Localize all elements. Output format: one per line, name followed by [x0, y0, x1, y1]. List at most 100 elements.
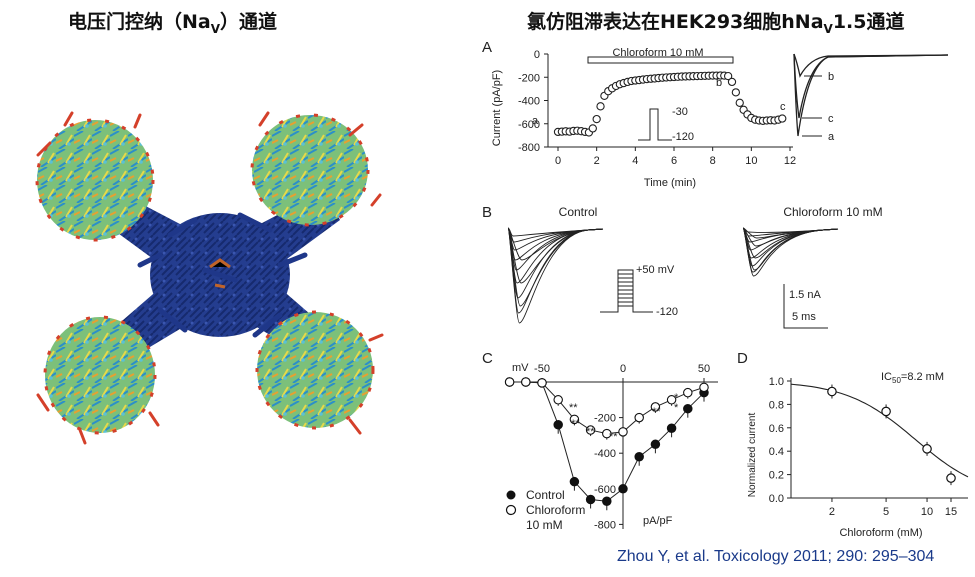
panel-a-points: [553, 71, 787, 137]
current-trace: [742, 227, 839, 239]
panel-a-yticks: 0 -200 -400 -600 -800: [518, 49, 548, 154]
panel-c-ytick-label: -400: [594, 448, 616, 460]
point-label-a: a: [532, 115, 539, 127]
trace-c: [793, 53, 949, 119]
chloroform-current-traces: [742, 227, 839, 277]
panel-a-xtick-label: 10: [745, 155, 757, 167]
panel-a-xtick-label: 6: [671, 155, 677, 167]
panel-d-yticks: 1.0 0.8 0.6 0.4 0.2 0.0: [769, 376, 791, 505]
dose-response-point: [946, 473, 956, 483]
outer-red-sticks: [36, 111, 384, 445]
panel-c-x-unit: mV: [512, 362, 529, 374]
scale-bar: [783, 284, 828, 329]
dose-response-point: [922, 444, 932, 454]
ic50-value: =8.2 mM: [901, 371, 944, 383]
control-label: Control: [559, 205, 598, 219]
current-trace: [507, 227, 604, 284]
trace-label-b: b: [828, 71, 834, 83]
chloroform-data-point: [666, 395, 677, 405]
panel-a-xtick-label: 4: [632, 155, 638, 167]
control-data-point: [602, 496, 612, 507]
significance-mark: *: [674, 402, 679, 414]
panel-a-xtick-label: 8: [710, 155, 716, 167]
panel-a-data-point: [778, 114, 787, 123]
trace-label-a: a: [828, 131, 835, 143]
domain-iv: [255, 310, 375, 430]
panel-c-yticks: -200 -400 -600 -800: [594, 413, 623, 531]
panel-d-ytick-label: 0.4: [769, 446, 784, 458]
control-data-point: [650, 439, 661, 450]
panel-a-ytick-label: -400: [518, 96, 540, 108]
current-trace: [742, 227, 839, 271]
panel-c-xtick-label: 0: [620, 363, 626, 375]
panel-a-letter: A: [482, 39, 492, 56]
chloroform-data-point: [537, 378, 547, 388]
panel-c-letter: C: [482, 350, 493, 367]
significance-mark: **: [586, 426, 595, 438]
control-data-point: [666, 423, 677, 434]
protocol-label-minus120-b: -120: [656, 306, 678, 318]
control-data-point: [683, 403, 693, 414]
right-title-suffix: 1.5通道: [832, 11, 905, 33]
panel-a-xtick-label: 12: [784, 155, 796, 167]
panel-d-ylabel: Normalized current: [747, 413, 758, 498]
panel-d-xlabel: Chloroform (mM): [839, 527, 922, 539]
panel-c-xtick-label: -50: [534, 363, 550, 375]
panel-a-ylabel: Current (pA/pF): [491, 70, 503, 146]
panel-c: C mV -50 0 50 -200 -400 -600 -800 pA/pF ** **…: [478, 343, 728, 548]
legend-control-label: Control: [526, 488, 565, 502]
protocol-label-minus30: -30: [672, 106, 688, 118]
panel-a-data-point: [723, 71, 733, 81]
panel-d-ytick-label: 0.2: [769, 470, 784, 482]
current-trace: [507, 227, 604, 261]
chloroform-bar-label: Chloroform 10 mM: [612, 47, 703, 59]
scale-current-label: 1.5 nA: [789, 289, 821, 301]
legend-chloroform-conc: 10 mM: [526, 518, 563, 532]
panel-b-letter: B: [482, 204, 492, 221]
panel-d-letter: D: [737, 350, 748, 367]
core-sticks: [137, 212, 308, 338]
current-trace: [742, 227, 839, 259]
chloroform-data-point: [650, 402, 661, 412]
control-current-traces: [507, 227, 604, 324]
significance-mark: **: [569, 402, 578, 414]
current-trace: [742, 227, 839, 247]
panel-a-data-point: [592, 114, 601, 124]
ic50-prefix: IC: [881, 371, 892, 383]
panel-b: B Control Chloroform 10 mM +50 mV -120 1…: [478, 200, 968, 340]
trace-a: [793, 53, 949, 137]
panel-b-voltage-protocol: [600, 269, 653, 313]
panel-a-current-traces: [793, 53, 949, 137]
pore-residues: [209, 258, 231, 289]
right-title-subscript: V: [823, 21, 833, 36]
chloroform-data-point: [699, 382, 709, 393]
panel-c-y-unit: pA/pF: [643, 515, 673, 527]
panel-a-ytick-label: -600: [518, 119, 540, 131]
chloroform-data-point: [585, 425, 596, 435]
left-title-suffix: ）通道: [220, 11, 278, 33]
panel-a-data-point: [596, 102, 605, 111]
panel-c-ytick-label: -200: [594, 413, 616, 425]
significance-mark: **: [571, 418, 580, 430]
current-trace: [507, 227, 604, 251]
panel-a-data-point: [735, 98, 744, 107]
chloroform-data-point: [569, 414, 580, 425]
panel-a-xticks: 0 2 4 6 8 10 12: [555, 147, 796, 167]
chloroform-label: Chloroform 10 mM: [783, 205, 882, 219]
trace-b: [793, 53, 949, 78]
panel-a-data-point: [727, 77, 737, 87]
panel-d-xtick-label: 5: [883, 506, 889, 518]
panel-d-xtick-label: 15: [945, 506, 957, 518]
chloroform-data-point: [553, 395, 563, 405]
dose-response-point: [827, 386, 837, 397]
significance-mark: **: [609, 431, 618, 443]
panel-a-voltage-protocol: [638, 108, 672, 141]
control-data-point: [585, 494, 596, 505]
point-label-c: c: [780, 101, 786, 113]
panel-c-iv-curves: [504, 377, 709, 511]
panel-c-significance: ** ** ** ** * ** *: [569, 392, 679, 443]
panel-a-xtick-label: 2: [594, 155, 600, 167]
chloroform-data-point: [504, 377, 515, 387]
legend-chloroform-label: Chloroform: [526, 503, 585, 517]
point-label-b: b: [716, 77, 722, 89]
